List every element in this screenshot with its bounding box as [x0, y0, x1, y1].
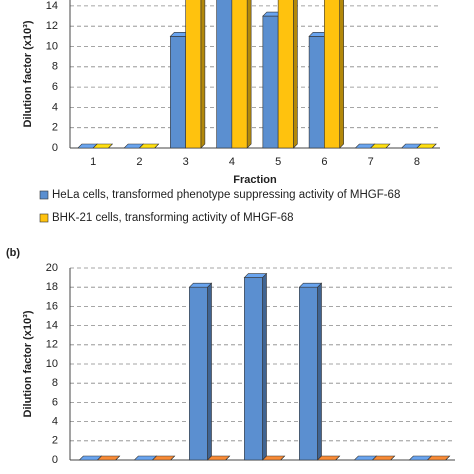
bar	[277, 0, 294, 149]
y-tick-label: 16	[46, 300, 58, 312]
bar-top	[426, 455, 451, 461]
y-tick-label: 4	[52, 416, 58, 428]
bar-top	[188, 282, 213, 288]
y-tick-label: 4	[52, 101, 58, 113]
bar	[262, 15, 279, 149]
y-tick-label: 14	[46, 320, 58, 332]
y-tick-label: 18	[46, 281, 58, 293]
bar	[216, 0, 233, 149]
panel-label: (b)	[6, 247, 20, 259]
y-tick-label: 0	[52, 142, 58, 154]
bar-side	[339, 0, 344, 149]
y-tick-label: 12	[46, 339, 58, 351]
y-tick-label: 10	[46, 40, 58, 52]
y-tick-label: 20	[46, 262, 58, 274]
legend-label: HeLa cells, transformed phenotype suppre…	[52, 189, 400, 201]
y-tick-label: 12	[46, 20, 58, 32]
bar	[308, 36, 325, 149]
y-tick-label: 6	[52, 81, 58, 93]
y-tick-label: 8	[52, 377, 58, 389]
bar-side	[317, 282, 322, 461]
y-tick-label: 0	[52, 454, 58, 466]
x-tick-label: 4	[229, 156, 235, 168]
y-tick-label: 2	[52, 435, 58, 447]
x-tick-label: 6	[321, 156, 327, 168]
bar-side	[293, 0, 298, 149]
bar-top	[151, 455, 176, 461]
bar-top	[138, 143, 160, 149]
bar-top	[96, 455, 121, 461]
bar-top	[416, 143, 437, 149]
bar-top	[243, 273, 268, 278]
bar-top	[206, 455, 231, 461]
y-tick-label: 10	[46, 358, 58, 370]
legend-label: BHK-21 cells, transforming activity of M…	[52, 212, 294, 224]
bar-top	[369, 143, 391, 149]
y-tick-label: 6	[52, 396, 58, 408]
y-axis-title: Dilution factor (x10³)	[22, 310, 34, 417]
bar	[170, 36, 186, 149]
y-axis-title: Dilution factor (x10³)	[22, 20, 34, 127]
legend-swatch	[39, 213, 49, 223]
y-tick-label: 8	[52, 61, 58, 73]
bar	[244, 277, 263, 461]
bar-side	[207, 282, 212, 461]
x-tick-label: 8	[414, 156, 420, 168]
bar-top	[92, 143, 114, 149]
bar-top	[371, 455, 396, 461]
bar-top	[298, 282, 323, 288]
y-tick-label: 14	[46, 0, 58, 12]
bar-top	[261, 455, 286, 461]
bar	[231, 0, 248, 149]
y-tick-label: 2	[52, 122, 58, 134]
x-tick-label: 7	[368, 156, 374, 168]
bar	[189, 286, 208, 461]
x-tick-label: 3	[183, 156, 189, 168]
legend-swatch	[39, 190, 49, 200]
bar	[185, 0, 202, 149]
x-tick-label: 2	[136, 156, 142, 168]
bar-side	[262, 272, 267, 461]
bar	[324, 0, 340, 149]
bar-side	[200, 0, 206, 149]
x-tick-label: 5	[275, 156, 281, 168]
x-tick-label: 1	[90, 156, 96, 168]
bar-side	[246, 0, 252, 149]
bar-top	[316, 455, 341, 461]
x-axis-title: Fraction	[233, 174, 277, 186]
bar	[299, 286, 318, 461]
